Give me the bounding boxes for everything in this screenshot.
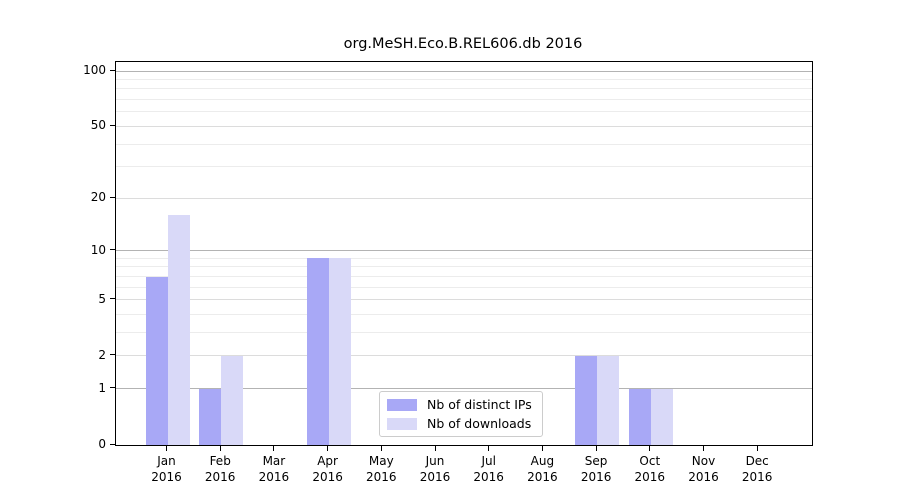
x-tick-11	[703, 446, 704, 451]
bar-downloads-jan-2016	[167, 215, 190, 445]
y-tick-10	[110, 249, 115, 251]
x-tick-6	[434, 446, 436, 451]
bar-distinct-ips-jan-2016	[145, 276, 168, 445]
gridline-1	[116, 388, 812, 390]
gridline-8	[116, 266, 812, 268]
x-tick-label-jul: Jul 2016	[473, 454, 504, 484]
y-tick-0	[110, 443, 115, 445]
y-tick-label-1: 1	[98, 380, 106, 395]
gridline-7	[116, 276, 812, 277]
gridline-2	[116, 355, 812, 357]
y-tick-20	[110, 196, 115, 198]
y-tick-label-50: 50	[90, 118, 106, 133]
legend-swatch-distinct-ips	[387, 398, 417, 411]
y-tick-label-2: 2	[98, 347, 106, 362]
gridline-40	[116, 143, 812, 145]
legend-item-downloads: Nb of downloads	[387, 416, 534, 431]
x-tick-label-sep: Sep 2016	[580, 454, 612, 484]
legend-swatch-downloads	[387, 417, 417, 430]
gridline-90	[116, 78, 812, 80]
x-tick-label-mar: Mar 2016	[258, 454, 290, 484]
x-tick-label-aug: Aug 2016	[527, 454, 558, 484]
gridline-100	[116, 70, 812, 72]
x-tick-1	[166, 446, 167, 451]
y-tick-label-5: 5	[98, 291, 106, 306]
x-tick-5	[380, 446, 382, 451]
legend-item-distinct-ips: Nb of distinct IPs	[387, 397, 534, 412]
x-tick-4	[327, 446, 329, 451]
y-tick-100	[110, 69, 115, 71]
bar-distinct-ips-oct-2016	[628, 388, 651, 445]
bar-downloads-sep-2016	[597, 356, 620, 445]
x-tick-8	[541, 446, 543, 451]
plot-area	[115, 61, 813, 446]
legend: Nb of distinct IPs Nb of downloads	[379, 391, 543, 437]
bar-downloads-oct-2016	[650, 388, 673, 445]
x-tick-label-feb: Feb 2016	[204, 454, 236, 484]
legend-label-distinct-ips: Nb of distinct IPs	[427, 397, 532, 412]
gridline-70	[116, 99, 812, 101]
gridline-10	[116, 250, 812, 252]
gridline-6	[116, 286, 812, 288]
x-tick-label-nov: Nov 2016	[688, 454, 719, 484]
gridline-60	[116, 111, 812, 113]
y-tick-50	[110, 124, 115, 126]
y-tick-1	[110, 387, 115, 389]
legend-label-downloads: Nb of downloads	[427, 416, 532, 431]
x-tick-2	[219, 446, 221, 451]
chart-title: org.MeSH.Eco.B.REL606.db 2016	[343, 36, 583, 52]
x-tick-label-dec: Dec 2016	[741, 454, 773, 484]
x-tick-3	[273, 446, 275, 451]
gridline-30	[116, 166, 812, 168]
bar-downloads-feb-2016	[221, 356, 244, 445]
x-tick-9	[595, 446, 597, 451]
bar-distinct-ips-sep-2016	[575, 356, 598, 445]
y-tick-label-0: 0	[98, 437, 106, 451]
bar-distinct-ips-feb-2016	[199, 388, 222, 445]
x-tick-label-jun: Jun 2016	[419, 454, 451, 484]
x-tick-12	[756, 446, 758, 451]
gridline-9	[116, 257, 812, 259]
gridline-20	[116, 197, 812, 199]
x-tick-label-may: May 2016	[366, 454, 397, 484]
bar-distinct-ips-apr-2016	[306, 258, 329, 445]
y-tick-2	[110, 354, 115, 356]
y-tick-label-10: 10	[90, 242, 106, 257]
gridline-5	[116, 299, 812, 301]
gridline-4	[116, 314, 812, 316]
y-tick-5	[110, 298, 115, 300]
y-tick-label-20: 20	[90, 190, 106, 205]
gridline-3	[116, 332, 812, 334]
x-tick-label-oct: Oct 2016	[634, 454, 666, 484]
x-tick-label-jan: Jan 2016	[151, 454, 182, 484]
gridline-80	[116, 88, 812, 90]
bar-downloads-apr-2016	[328, 258, 351, 445]
gridline-50	[116, 125, 812, 127]
y-tick-label-100: 100	[83, 63, 106, 77]
x-tick-label-apr: Apr 2016	[312, 454, 343, 484]
x-tick-7	[488, 446, 490, 451]
x-tick-10	[649, 446, 651, 451]
